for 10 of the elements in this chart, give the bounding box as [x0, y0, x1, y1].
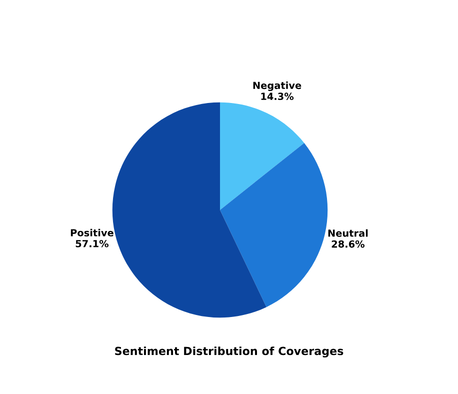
text: Sentiment Distribution of Coverages	[115, 346, 344, 358]
pie-slice	[112, 102, 266, 318]
data-label: 57.1%	[76, 240, 109, 248]
data-label: 28.6%	[332, 240, 365, 248]
slice-label: Neutral	[328, 229, 368, 237]
pie-slice	[220, 102, 304, 210]
slice-label: Positive	[70, 228, 114, 236]
slice-label: Negative	[253, 82, 302, 92]
pie-slice	[220, 142, 328, 308]
data-label: 14.3%	[261, 92, 294, 100]
